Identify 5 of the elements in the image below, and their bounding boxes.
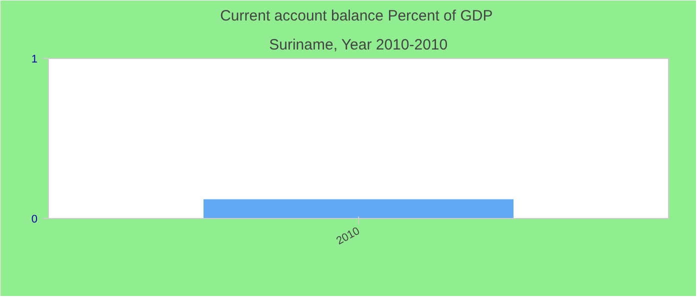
chart-subtitle: Suriname, Year 2010-2010 xyxy=(269,36,448,54)
chart-title: Current account balance Percent of GDP xyxy=(220,8,493,24)
y-tick-label: 1 xyxy=(31,54,38,66)
x-tick-label: 2010 xyxy=(334,225,362,248)
y-tick-label: 0 xyxy=(31,214,38,226)
